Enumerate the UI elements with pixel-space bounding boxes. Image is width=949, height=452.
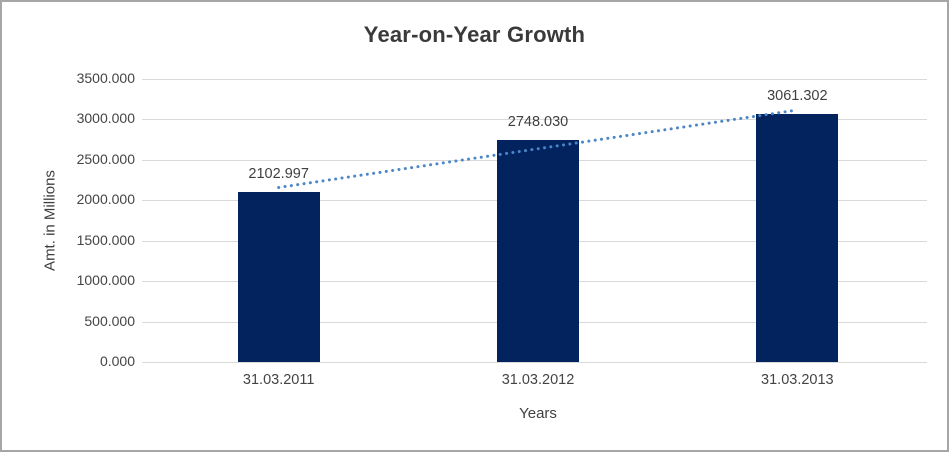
y-tick-label: 500.000 bbox=[84, 312, 135, 329]
x-tick-label: 31.03.2013 bbox=[761, 372, 834, 388]
y-tick-label: 2500.000 bbox=[76, 150, 135, 167]
y-tick-label: 2000.000 bbox=[76, 191, 135, 208]
bar bbox=[756, 114, 839, 362]
trendline bbox=[277, 108, 799, 189]
x-tick-label: 31.03.2011 bbox=[242, 372, 315, 388]
bar-value-label: 2748.030 bbox=[507, 113, 569, 130]
bar bbox=[237, 191, 320, 362]
x-axis-title: Years bbox=[519, 405, 557, 422]
bar-value-label: 2102.997 bbox=[248, 165, 309, 182]
y-tick-label: 3000.000 bbox=[76, 110, 135, 127]
bar bbox=[497, 139, 579, 362]
bar-value-label: 3061.302 bbox=[767, 88, 828, 105]
y-tick-label: 0.000 bbox=[99, 353, 135, 369]
y-tick-label: 3500.000 bbox=[76, 70, 135, 86]
y-tick-label: 1000.000 bbox=[76, 272, 135, 289]
y-tick-label: 1500.000 bbox=[76, 231, 135, 248]
gridline bbox=[142, 362, 927, 363]
gridline bbox=[142, 119, 927, 121]
chart-title: Year-on-Year Growth bbox=[363, 22, 586, 47]
x-tick-label: 31.03.2012 bbox=[501, 372, 575, 388]
gridline bbox=[142, 79, 927, 80]
plot-area: 2102.997 2748.030 3061.302 bbox=[142, 79, 927, 363]
